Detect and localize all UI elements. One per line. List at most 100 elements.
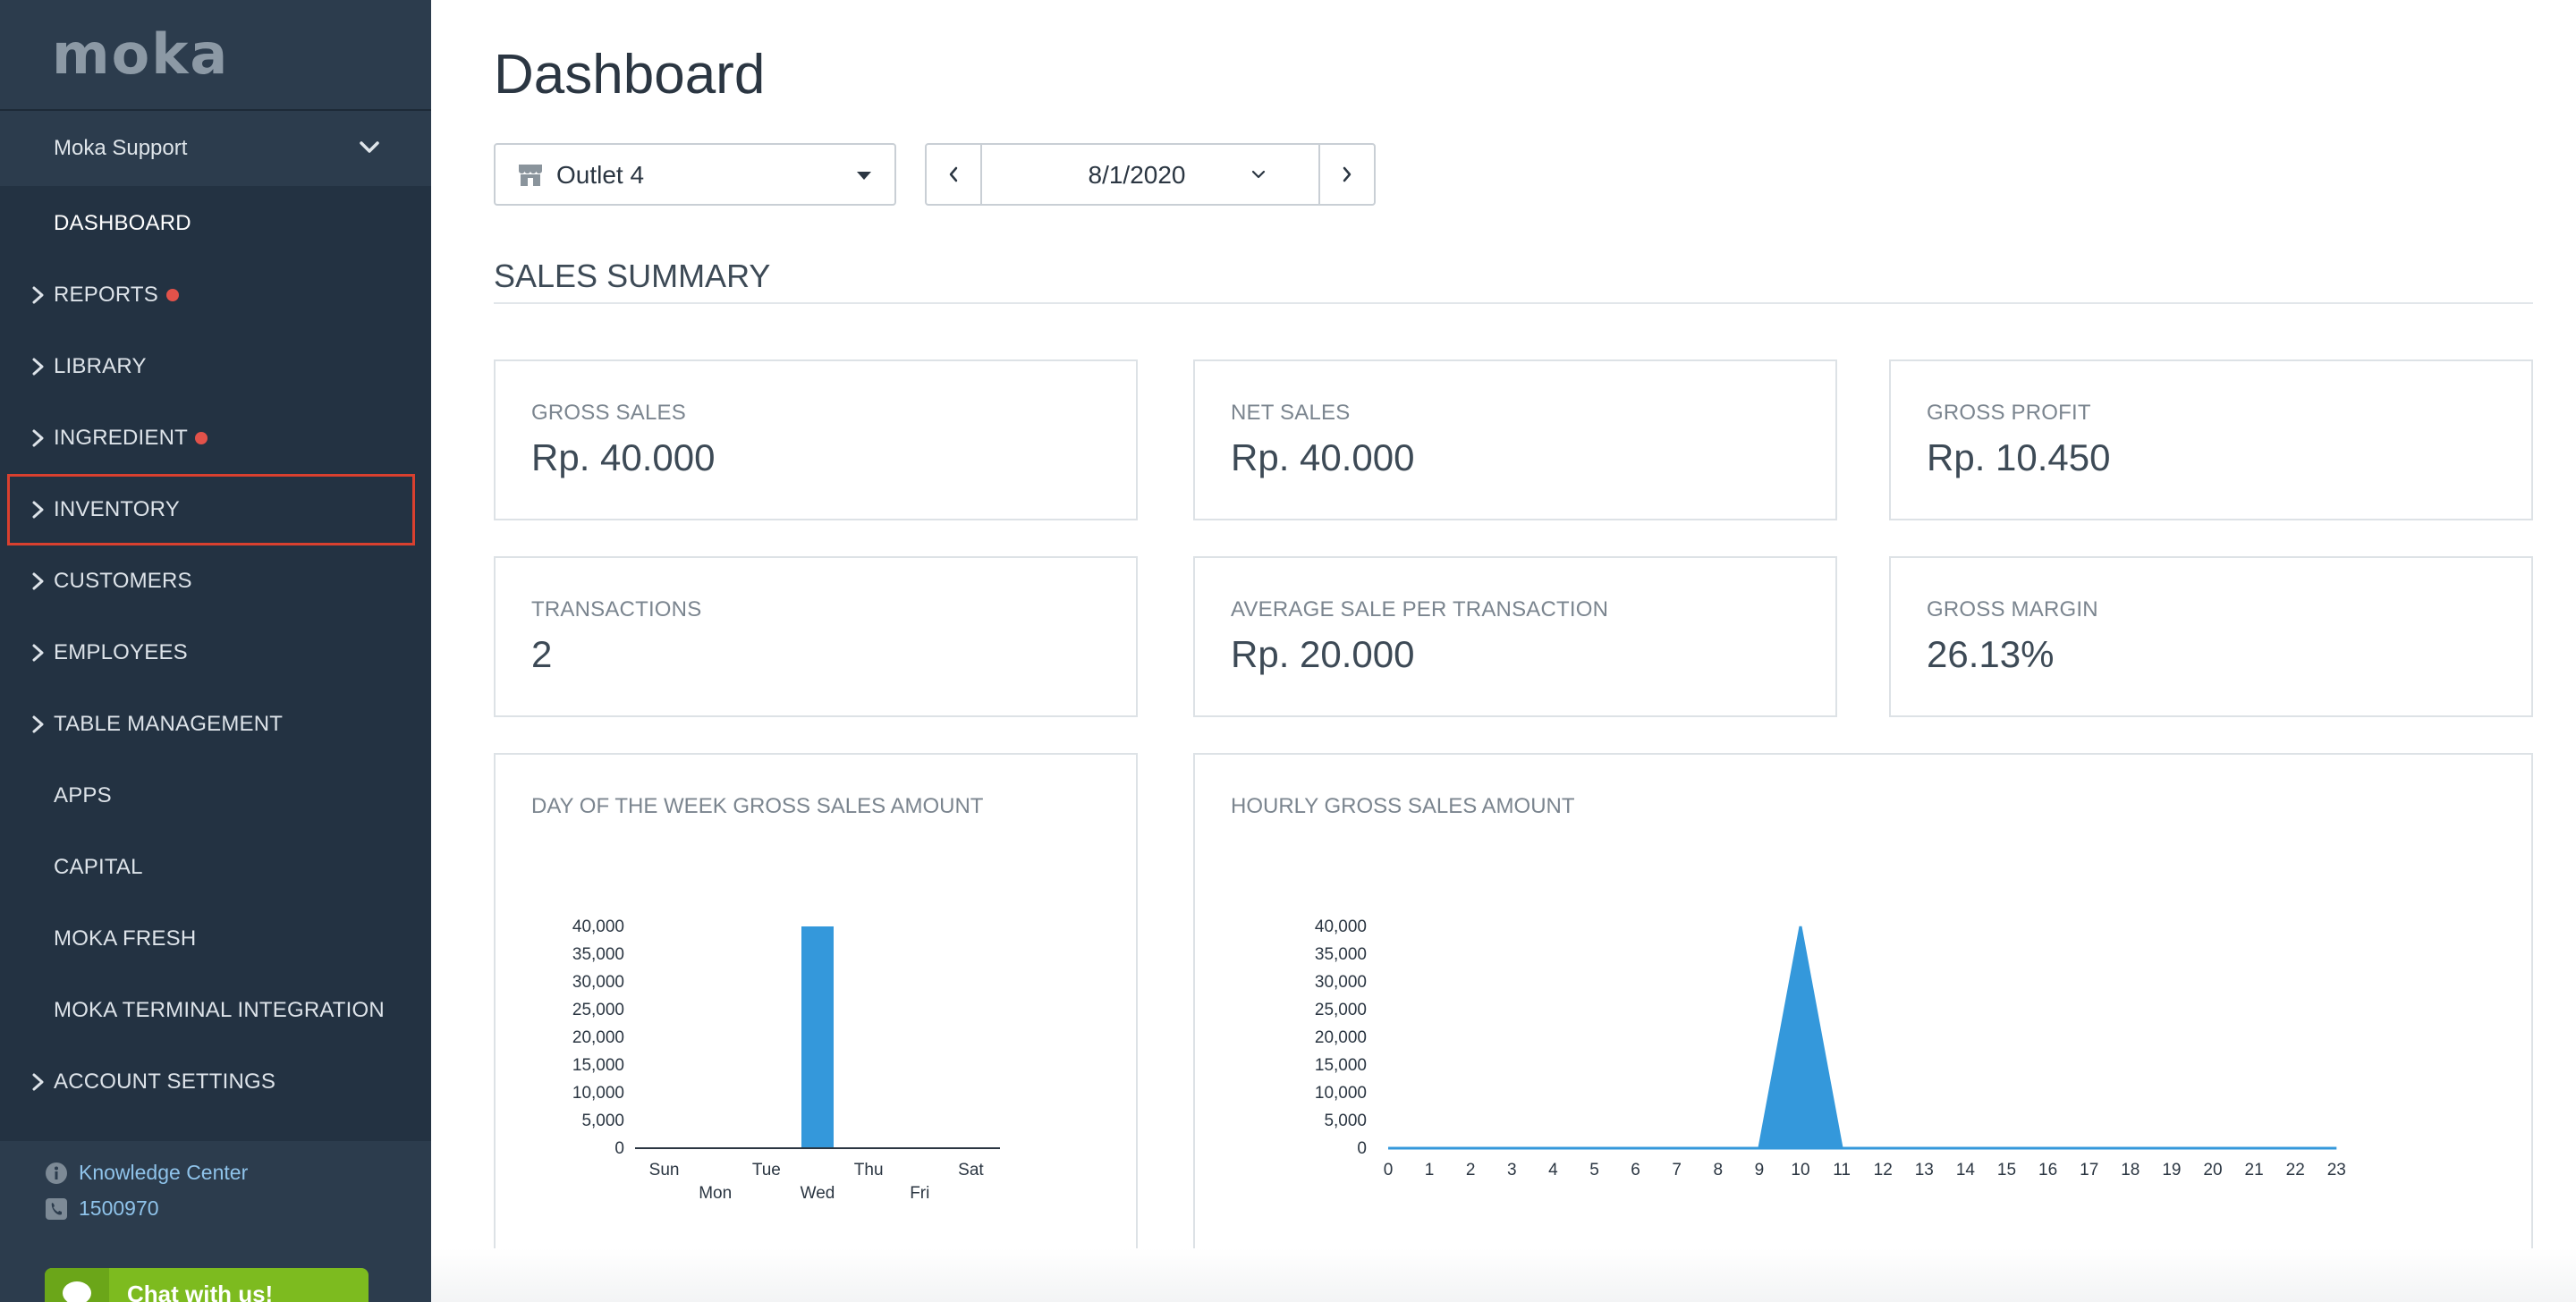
y-tick-label: 35,000 — [1315, 945, 1367, 964]
bar-wed — [801, 926, 834, 1148]
x-tick-label: 7 — [1672, 1161, 1682, 1179]
y-tick-label: 30,000 — [1315, 973, 1367, 992]
next-date-button[interactable] — [1318, 145, 1374, 204]
chevron-left-icon — [949, 166, 958, 182]
card-label: AVERAGE SALE PER TRANSACTION — [1231, 597, 1609, 621]
x-tick-label: 2 — [1466, 1161, 1476, 1179]
chevron-right-icon — [32, 572, 44, 590]
sidebar-item-capital[interactable]: CAPITAL — [7, 832, 415, 903]
x-tick-label: Mon — [699, 1184, 732, 1203]
chevron-right-icon — [32, 501, 44, 519]
x-tick-label: 10 — [1791, 1161, 1809, 1179]
y-tick-label: 5,000 — [1324, 1112, 1367, 1130]
y-tick-label: 15,000 — [1315, 1056, 1367, 1075]
y-tick-label: 30,000 — [572, 973, 624, 992]
x-tick-label: Thu — [854, 1161, 884, 1179]
phone-icon — [46, 1197, 67, 1220]
phone-link[interactable]: 1500970 — [45, 1196, 159, 1221]
outlet-select-value: Outlet 4 — [556, 161, 645, 189]
x-tick-label: 22 — [2286, 1161, 2305, 1179]
summary-card-transactions: TRANSACTIONS 2 — [494, 556, 1138, 717]
x-tick-label: 17 — [2080, 1161, 2098, 1179]
sidebar-item-library[interactable]: LIBRARY — [7, 331, 415, 402]
x-tick-label: 3 — [1507, 1161, 1517, 1179]
sidebar-item-label: MOKA FRESH — [54, 926, 197, 951]
sidebar-item-label: CUSTOMERS — [54, 569, 192, 593]
chevron-right-icon — [32, 715, 44, 733]
y-tick-label: 35,000 — [572, 945, 624, 964]
summary-card-gross-sales: GROSS SALES Rp. 40.000 — [494, 359, 1138, 520]
x-tick-label: Sun — [649, 1161, 680, 1179]
y-tick-label: 20,000 — [1315, 1028, 1367, 1047]
chat-button[interactable]: Chat with us! — [45, 1268, 369, 1302]
phone-number: 1500970 — [79, 1196, 159, 1220]
notification-dot — [195, 432, 208, 444]
outlet-select[interactable]: Outlet 4 — [494, 143, 896, 206]
sidebar-item-moka-terminal-integration[interactable]: MOKA TERMINAL INTEGRATION — [7, 975, 415, 1046]
chat-icon-box — [45, 1268, 109, 1302]
sidebar-item-label: INGREDIENT — [54, 426, 189, 450]
knowledge-center-label: Knowledge Center — [79, 1161, 249, 1184]
sidebar-item-customers[interactable]: CUSTOMERS — [7, 545, 415, 617]
card-value: Rp. 40.000 — [531, 436, 716, 478]
sidebar-item-employees[interactable]: EMPLOYEES — [7, 617, 415, 689]
x-tick-label: 15 — [1997, 1161, 2016, 1179]
x-tick-label: 1 — [1425, 1161, 1435, 1179]
sidebar-item-label: EMPLOYEES — [54, 640, 188, 664]
chart-title: DAY OF THE WEEK GROSS SALES AMOUNT — [531, 794, 984, 818]
chat-bubble-icon — [63, 1281, 91, 1302]
sidebar-item-moka-fresh[interactable]: MOKA FRESH — [7, 903, 415, 975]
summary-card-average-sale: AVERAGE SALE PER TRANSACTION Rp. 20.000 — [1193, 556, 1837, 717]
sidebar-item-label: REPORTS — [54, 283, 158, 307]
y-tick-label: 0 — [614, 1139, 624, 1158]
x-tick-label: 9 — [1755, 1161, 1765, 1179]
moka-logo[interactable]: moka — [52, 21, 230, 87]
sidebar-item-apps[interactable]: APPS — [7, 760, 415, 832]
card-label: GROSS SALES — [531, 401, 686, 425]
sidebar-item-account-settings[interactable]: ACCOUNT SETTINGS — [7, 1046, 415, 1118]
card-value: Rp. 40.000 — [1231, 436, 1415, 478]
card-label: GROSS MARGIN — [1927, 597, 2098, 621]
previous-date-button[interactable] — [927, 145, 982, 204]
x-tick-label: 21 — [2245, 1161, 2264, 1179]
hourly-chart: 0 5,000 10,000 15,000 20,000 25,000 30,000 35,0… — [1315, 917, 2346, 1179]
account-switcher[interactable]: Moka Support — [0, 111, 431, 186]
section-title: SALES SUMMARY — [494, 258, 771, 294]
y-tick-label: 5,000 — [581, 1112, 624, 1130]
sidebar-item-reports[interactable]: REPORTS — [7, 259, 415, 331]
y-tick-label: 10,000 — [1315, 1084, 1367, 1103]
sidebar-item-label: MOKA TERMINAL INTEGRATION — [54, 998, 385, 1022]
card-label: TRANSACTIONS — [531, 597, 702, 621]
sidebar-item-label: DASHBOARD — [54, 211, 191, 235]
page-title: Dashboard — [494, 44, 766, 106]
y-tick-label: 15,000 — [572, 1056, 624, 1075]
sidebar-item-label: CAPITAL — [54, 855, 143, 879]
sidebar-item-label: INVENTORY — [54, 497, 180, 521]
sidebar-item-table-management[interactable]: TABLE MANAGEMENT — [7, 689, 415, 760]
x-tick-label: Sat — [958, 1161, 984, 1179]
notification-dot — [166, 289, 179, 301]
bottom-fade — [431, 1248, 2576, 1302]
x-tick-label: 5 — [1589, 1161, 1599, 1179]
x-tick-label: 8 — [1714, 1161, 1724, 1179]
info-icon — [46, 1162, 67, 1184]
sidebar-item-inventory[interactable]: INVENTORY — [7, 474, 415, 545]
chat-button-label: Chat with us! — [127, 1281, 274, 1302]
chevron-down-icon[interactable] — [358, 136, 381, 159]
summary-card-net-sales: NET SALES Rp. 40.000 — [1193, 359, 1837, 520]
y-tick-label: 25,000 — [1315, 1001, 1367, 1019]
date-select[interactable]: 8/1/2020 — [982, 145, 1318, 204]
y-tick-label: 25,000 — [572, 1001, 624, 1019]
sidebar-item-ingredient[interactable]: INGREDIENT — [7, 402, 415, 474]
sidebar-item-dashboard[interactable]: DASHBOARD — [7, 188, 415, 259]
logo-area: moka — [0, 0, 431, 111]
x-tick-label: 13 — [1915, 1161, 1934, 1179]
knowledge-center-link[interactable]: Knowledge Center — [45, 1161, 248, 1185]
card-value: 26.13% — [1927, 633, 2055, 675]
y-tick-label: 40,000 — [572, 917, 624, 936]
summary-card-gross-profit: GROSS PROFIT Rp. 10.450 — [1889, 359, 2533, 520]
x-tick-label: 23 — [2327, 1161, 2346, 1179]
card-value: Rp. 10.450 — [1927, 436, 2111, 478]
x-tick-label: Wed — [801, 1184, 835, 1203]
x-tick-label: 0 — [1384, 1161, 1394, 1179]
